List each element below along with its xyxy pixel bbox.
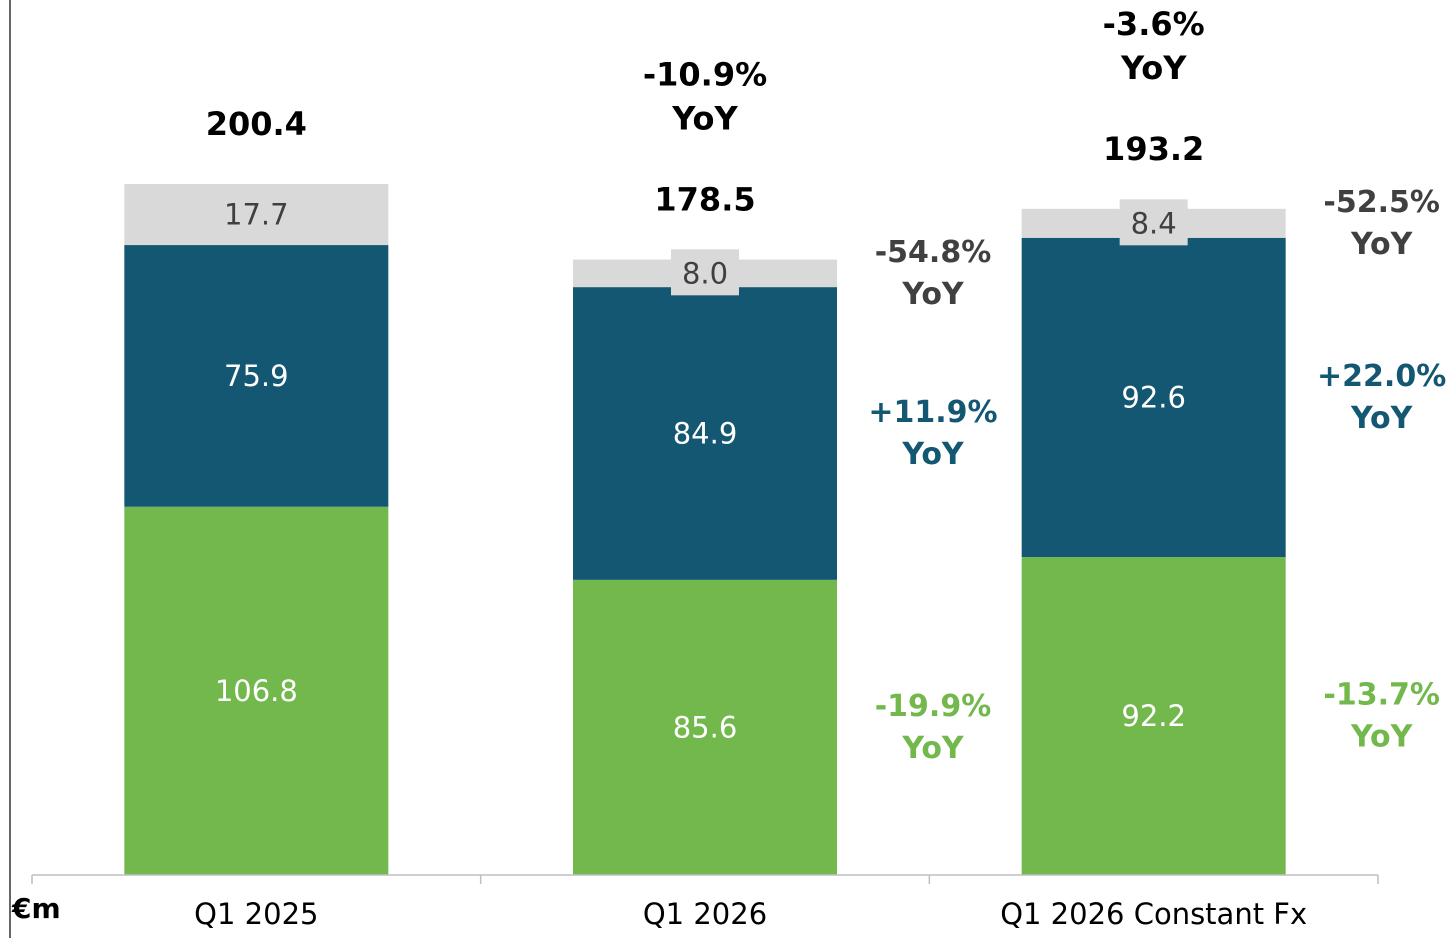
yoy-annotation: YoY	[1350, 227, 1414, 262]
yoy-annotation: -19.9%	[875, 689, 992, 724]
segment-label: 84.9	[673, 416, 738, 450]
total-yoy: YoY	[671, 100, 738, 138]
total-label: 178.5	[654, 181, 755, 219]
total-yoy: -3.6%	[1103, 5, 1205, 43]
yoy-annotation: YoY	[1350, 720, 1414, 755]
total-label: 200.4	[206, 105, 307, 143]
label-background	[222, 190, 291, 237]
bar-segment	[573, 287, 837, 580]
unit-label: €m	[11, 892, 61, 925]
yoy-annotation: YoY	[1350, 401, 1414, 436]
bar-segment	[573, 579, 837, 875]
segment-label: 17.7	[224, 198, 289, 232]
segment-label: 8.0	[682, 256, 728, 290]
segment-label: 85.6	[673, 710, 738, 744]
x-tick-label: Q1 2026	[643, 897, 767, 931]
total-yoy: YoY	[1120, 49, 1187, 87]
yoy-annotation: +11.9%	[868, 395, 997, 430]
bar-segment	[124, 245, 389, 507]
yoy-annotation: -54.8%	[875, 235, 992, 270]
segment-label: 75.9	[224, 359, 289, 393]
yoy-annotation: +22.0%	[1317, 359, 1446, 394]
yoy-annotation: YoY	[901, 731, 965, 766]
bar-segment	[1021, 237, 1286, 558]
bar-segment	[1021, 557, 1286, 875]
yoy-annotation: YoY	[901, 437, 965, 472]
label-background	[671, 249, 739, 296]
total-label: 193.2	[1103, 130, 1204, 168]
total-yoy: -10.9%	[643, 56, 767, 94]
label-background	[1119, 199, 1188, 246]
x-tick-label: Q1 2026 Constant Fx	[1000, 897, 1307, 931]
yoy-annotation: YoY	[901, 277, 965, 312]
yoy-annotation: -52.5%	[1323, 185, 1440, 220]
segment-label: 92.2	[1121, 699, 1186, 733]
segment-label: 8.4	[1131, 206, 1177, 240]
segment-label: 92.6	[1121, 380, 1186, 414]
yoy-annotation: -13.7%	[1323, 678, 1440, 713]
bar-segment	[124, 506, 389, 875]
x-tick-label: Q1 2025	[194, 897, 318, 931]
segment-label: 106.8	[215, 674, 298, 708]
